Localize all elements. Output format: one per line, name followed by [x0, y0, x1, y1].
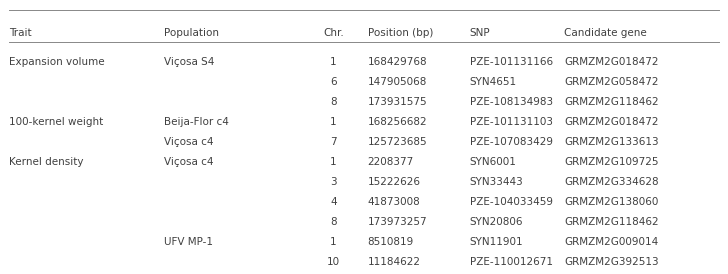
Text: Candidate gene: Candidate gene: [564, 28, 647, 38]
Text: 8: 8: [330, 217, 337, 227]
Text: 2208377: 2208377: [368, 157, 414, 167]
Text: PZE-104033459: PZE-104033459: [470, 197, 553, 207]
Text: PZE-107083429: PZE-107083429: [470, 137, 553, 147]
Text: 125723685: 125723685: [368, 137, 427, 147]
Text: Viçosa c4: Viçosa c4: [164, 137, 213, 147]
Text: PZE-108134983: PZE-108134983: [470, 97, 553, 107]
Text: PZE-101131103: PZE-101131103: [470, 117, 553, 127]
Text: GRMZM2G133613: GRMZM2G133613: [564, 137, 659, 147]
Text: 1: 1: [330, 117, 337, 127]
Text: 6: 6: [330, 77, 337, 87]
Text: Viçosa S4: Viçosa S4: [164, 57, 214, 67]
Text: Chr.: Chr.: [323, 28, 344, 38]
Text: 8: 8: [330, 97, 337, 107]
Text: Trait: Trait: [9, 28, 31, 38]
Text: 1: 1: [330, 57, 337, 67]
Text: GRMZM2G109725: GRMZM2G109725: [564, 157, 659, 167]
Text: 7: 7: [330, 137, 337, 147]
Text: 4: 4: [330, 197, 337, 207]
Text: 100-kernel weight: 100-kernel weight: [9, 117, 103, 127]
Text: PZE-110012671: PZE-110012671: [470, 257, 553, 267]
Text: 1: 1: [330, 157, 337, 167]
Text: GRMZM2G138060: GRMZM2G138060: [564, 197, 659, 207]
Text: GRMZM2G392513: GRMZM2G392513: [564, 257, 659, 267]
Text: 173931575: 173931575: [368, 97, 427, 107]
Text: Beija-Flor c4: Beija-Flor c4: [164, 117, 229, 127]
Text: SYN11901: SYN11901: [470, 237, 523, 247]
Text: SYN20806: SYN20806: [470, 217, 523, 227]
Text: PZE-101131166: PZE-101131166: [470, 57, 553, 67]
Text: 173973257: 173973257: [368, 217, 427, 227]
Text: 147905068: 147905068: [368, 77, 427, 87]
Text: 168256682: 168256682: [368, 117, 427, 127]
Text: 15222626: 15222626: [368, 177, 421, 187]
Text: Kernel density: Kernel density: [9, 157, 83, 167]
Text: 8510819: 8510819: [368, 237, 414, 247]
Text: Position (bp): Position (bp): [368, 28, 433, 38]
Text: 3: 3: [330, 177, 337, 187]
Text: GRMZM2G118462: GRMZM2G118462: [564, 97, 659, 107]
Text: Viçosa c4: Viçosa c4: [164, 157, 213, 167]
Text: SYN4651: SYN4651: [470, 77, 517, 87]
Text: GRMZM2G018472: GRMZM2G018472: [564, 57, 659, 67]
Text: 1: 1: [330, 237, 337, 247]
Text: Expansion volume: Expansion volume: [9, 57, 104, 67]
Text: SNP: SNP: [470, 28, 490, 38]
Text: GRMZM2G058472: GRMZM2G058472: [564, 77, 659, 87]
Text: 10: 10: [327, 257, 340, 267]
Text: GRMZM2G009014: GRMZM2G009014: [564, 237, 658, 247]
Text: SYN33443: SYN33443: [470, 177, 523, 187]
Text: GRMZM2G018472: GRMZM2G018472: [564, 117, 659, 127]
Text: 168429768: 168429768: [368, 57, 427, 67]
Text: SYN6001: SYN6001: [470, 157, 516, 167]
Text: 41873008: 41873008: [368, 197, 420, 207]
Text: Population: Population: [164, 28, 219, 38]
Text: GRMZM2G334628: GRMZM2G334628: [564, 177, 659, 187]
Text: GRMZM2G118462: GRMZM2G118462: [564, 217, 659, 227]
Text: 11184622: 11184622: [368, 257, 421, 267]
Text: UFV MP-1: UFV MP-1: [164, 237, 213, 247]
